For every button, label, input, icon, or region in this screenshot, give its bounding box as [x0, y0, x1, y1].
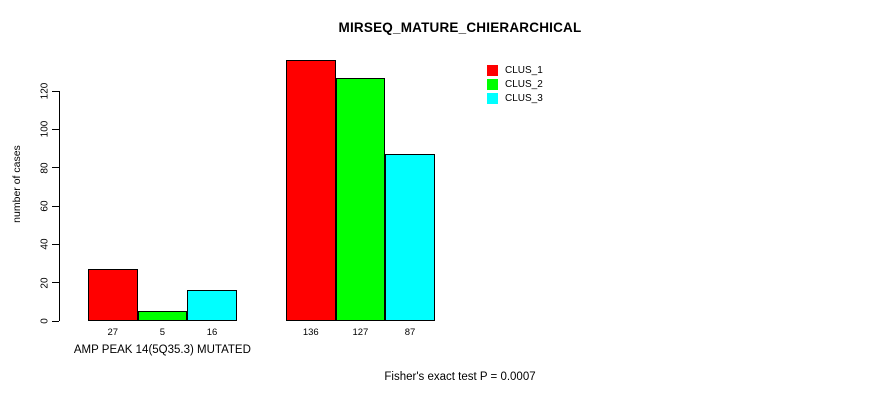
y-axis-tick-label: 60 [39, 200, 51, 212]
y-axis-tick-label: 40 [39, 238, 51, 250]
bar-clus_2-group1 [137, 311, 188, 321]
y-axis-tick-label: 120 [39, 82, 51, 100]
footer-stat-text: Fisher's exact test P = 0.0007 [384, 371, 536, 383]
bar-clus_2-group2 [335, 77, 386, 321]
legend-swatch-icon [487, 92, 498, 104]
y-axis-tick [52, 282, 59, 284]
y-axis-tick-label: 0 [39, 318, 51, 324]
legend-item-clus_1: CLUS_1 [487, 63, 543, 77]
chart-title: MIRSEQ_MATURE_CHIERARCHICAL [338, 20, 582, 35]
legend-label: CLUS_2 [505, 78, 543, 90]
y-axis-line [59, 91, 60, 321]
y-axis-tick [52, 320, 59, 322]
legend: CLUS_1 CLUS_2 CLUS_3 [487, 63, 543, 105]
bar-clus_3-group2 [385, 154, 435, 321]
y-axis-tick-label: 20 [39, 277, 51, 289]
y-axis-tick [52, 167, 59, 169]
legend-label: CLUS_1 [505, 64, 543, 76]
bar-clus_1-group2 [286, 60, 336, 321]
y-axis-tick [52, 90, 59, 92]
x-group-label: AMP PEAK 14(5Q35.3) MUTATED [73, 344, 251, 356]
legend-swatch-icon [487, 64, 498, 76]
y-axis-tick-label: 100 [39, 120, 51, 138]
bar-clus_3-group1 [187, 290, 237, 321]
legend-swatch-icon [487, 78, 498, 90]
y-axis-tick [52, 205, 59, 207]
bar-value-label: 27 [107, 327, 119, 338]
legend-item-clus_3: CLUS_3 [487, 91, 543, 105]
legend-item-clus_2: CLUS_2 [487, 77, 543, 91]
bar-clus_1-group1 [88, 269, 138, 321]
bar-value-label: 127 [352, 327, 369, 338]
y-axis-tick [52, 243, 59, 245]
y-axis-tick-label: 80 [39, 162, 51, 174]
legend-label: CLUS_3 [505, 92, 543, 104]
bar-value-label: 87 [404, 327, 416, 338]
y-axis-tick [52, 128, 59, 130]
y-axis-label: number of cases [11, 145, 23, 223]
bar-value-label: 136 [302, 327, 319, 338]
bar-value-label: 16 [206, 327, 218, 338]
bar-value-label: 5 [159, 327, 166, 338]
